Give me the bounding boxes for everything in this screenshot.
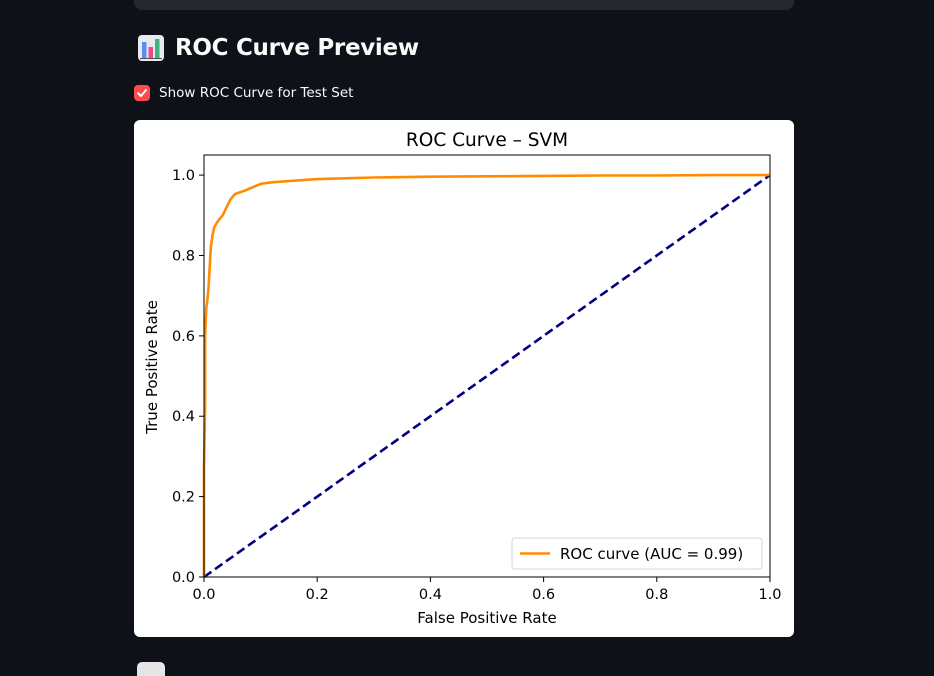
diagonal-line xyxy=(203,174,771,579)
bar-chart-icon xyxy=(138,35,164,61)
x-tick-label: 0.0 xyxy=(192,587,215,603)
checkbox-checked-icon[interactable] xyxy=(134,85,150,101)
section-header: ROC Curve Preview xyxy=(137,34,419,62)
x-tick-label: 0.4 xyxy=(419,587,442,603)
y-tick-label: 0.4 xyxy=(172,409,195,425)
y-tick-label: 1.0 xyxy=(172,168,195,184)
x-axis-label: False Positive Rate xyxy=(417,609,556,627)
y-tick-label: 0.2 xyxy=(172,490,195,506)
y-tick-label: 0.8 xyxy=(172,248,195,264)
chart-title: ROC Curve – SVM xyxy=(406,130,568,151)
x-tick-label: 1.0 xyxy=(758,587,781,603)
y-tick-label: 0.0 xyxy=(172,570,195,586)
checkbox-label: Show ROC Curve for Test Set xyxy=(159,85,354,101)
previous-section-block xyxy=(134,0,794,10)
show-roc-checkbox[interactable]: Show ROC Curve for Test Set xyxy=(134,85,353,101)
roc-line xyxy=(202,173,770,577)
y-axis-label: True Positive Rate xyxy=(143,300,161,435)
x-tick-label: 0.6 xyxy=(532,587,555,603)
next-section-icon xyxy=(137,662,165,676)
x-tick-label: 0.8 xyxy=(645,587,668,603)
legend-label: ROC curve (AUC = 0.99) xyxy=(560,545,743,563)
y-tick-label: 0.6 xyxy=(172,329,195,345)
roc-chart: ROC Curve – SVM 0.0 0.2 0.4 0.6 0.8 1.0 0.0 0.2… xyxy=(143,130,782,627)
roc-chart-card: ROC Curve – SVM 0.0 0.2 0.4 0.6 0.8 1.0 0.0 0.2… xyxy=(134,120,794,637)
plot-area: 0.0 0.2 0.4 0.6 0.8 1.0 0.0 0.2 0.4 0.6 0.8 1.0 ROC … xyxy=(172,154,782,603)
checkmark-icon xyxy=(137,89,147,97)
legend-box xyxy=(511,537,763,570)
axes-frame xyxy=(203,154,771,578)
x-tick-label: 0.2 xyxy=(306,587,329,603)
page-title: ROC Curve Preview xyxy=(175,35,419,61)
